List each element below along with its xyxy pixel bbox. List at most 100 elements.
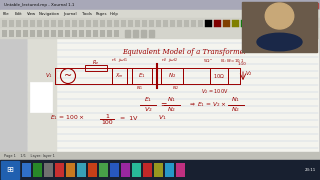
Bar — [142, 20, 147, 27]
Bar — [93, 20, 98, 27]
Bar — [99, 163, 108, 177]
Text: $N_2$: $N_2$ — [172, 84, 179, 92]
Bar — [55, 163, 64, 177]
Bar — [65, 30, 70, 37]
Ellipse shape — [265, 3, 294, 29]
Bar — [0, 160, 320, 180]
Text: $N_1$: $N_1$ — [167, 96, 177, 104]
Bar — [28, 38, 318, 152]
Text: Navigation: Navigation — [38, 12, 60, 16]
Text: Tools: Tools — [82, 12, 92, 16]
Bar — [44, 163, 53, 177]
Text: $R_e$: $R_e$ — [92, 58, 100, 68]
Text: 1:10: 1:10 — [238, 62, 246, 66]
Bar — [110, 163, 119, 177]
Text: $n_1$  $j\omega l_1$: $n_1$ $j\omega l_1$ — [111, 56, 129, 64]
Bar — [223, 20, 230, 27]
Text: $E_1$: $E_1$ — [138, 71, 146, 80]
Text: 5$\Omega$": 5$\Omega$" — [203, 57, 213, 64]
Text: 23:11: 23:11 — [304, 168, 316, 172]
Bar — [242, 2, 317, 52]
Bar — [268, 20, 275, 27]
Text: Untable_lectured.mp - Xournal 1.1: Untable_lectured.mp - Xournal 1.1 — [4, 3, 74, 7]
Bar — [0, 0, 320, 10]
Text: $V_1$: $V_1$ — [45, 71, 53, 80]
Text: $V_2$: $V_2$ — [245, 69, 252, 78]
Bar — [163, 20, 168, 27]
Text: $V_1$: $V_1$ — [158, 114, 167, 122]
Bar — [177, 20, 182, 27]
Text: ~: ~ — [64, 71, 72, 81]
Text: $E_1$: $E_1$ — [144, 96, 152, 104]
Bar — [304, 20, 311, 27]
Bar — [100, 20, 105, 27]
Bar — [9, 20, 14, 27]
Bar — [86, 20, 91, 27]
Text: =  1V: = 1V — [120, 116, 137, 120]
Bar — [132, 163, 141, 177]
Bar — [107, 20, 112, 27]
Bar — [0, 18, 320, 28]
Bar — [28, 38, 56, 152]
Bar — [165, 163, 174, 177]
Bar — [88, 163, 97, 177]
Text: $V_2$ = 100V: $V_2$ = 100V — [201, 87, 229, 96]
Bar — [51, 20, 56, 27]
Bar — [30, 30, 35, 37]
Text: Journal: Journal — [63, 12, 77, 16]
Text: Page 1    1/1    Layer: layer 1: Page 1 1/1 Layer: layer 1 — [4, 154, 55, 158]
Text: $N_2$: $N_2$ — [167, 105, 177, 114]
Bar — [93, 30, 98, 37]
Bar — [310, 3, 318, 8]
Bar — [154, 163, 163, 177]
Bar — [2, 30, 7, 37]
Text: 100: 100 — [101, 120, 113, 125]
Text: File: File — [3, 12, 10, 16]
Text: $X_m$: $X_m$ — [115, 71, 124, 80]
Text: $\Rightarrow$ $E_1$ = $V_2$ ×: $\Rightarrow$ $E_1$ = $V_2$ × — [188, 100, 227, 109]
Bar — [37, 30, 42, 37]
Text: =: = — [160, 100, 166, 109]
Bar — [0, 152, 320, 160]
Bar — [290, 3, 298, 8]
Bar — [250, 20, 257, 27]
Bar — [44, 20, 49, 27]
Bar — [30, 82, 52, 112]
Bar — [141, 30, 146, 37]
Text: 10$\Omega$: 10$\Omega$ — [213, 72, 225, 80]
Bar — [149, 30, 154, 37]
Bar — [22, 163, 31, 177]
Bar — [9, 30, 14, 37]
Bar — [114, 30, 119, 37]
Bar — [112, 68, 127, 84]
Text: $N_1$:$N_2$=10:1: $N_1$:$N_2$=10:1 — [220, 57, 244, 65]
Bar — [44, 30, 49, 37]
Bar — [23, 30, 28, 37]
Bar — [23, 20, 28, 27]
Bar — [259, 20, 266, 27]
Bar — [125, 30, 130, 37]
Bar — [51, 30, 56, 37]
Bar — [77, 163, 86, 177]
Bar — [58, 30, 63, 37]
Text: Pages: Pages — [96, 12, 107, 16]
Bar — [16, 20, 21, 27]
Bar — [0, 10, 320, 18]
Text: $N_2$: $N_2$ — [168, 71, 176, 80]
Bar — [295, 20, 302, 27]
Text: $N_1$: $N_1$ — [231, 96, 241, 104]
Bar — [135, 20, 140, 27]
Bar — [232, 20, 239, 27]
Bar — [133, 30, 138, 37]
Bar — [176, 163, 185, 177]
Bar — [107, 30, 112, 37]
Bar — [1, 161, 19, 179]
Bar — [132, 68, 152, 84]
Bar — [86, 30, 91, 37]
Bar — [33, 163, 42, 177]
Bar — [286, 20, 293, 27]
Bar — [128, 20, 133, 27]
Bar — [2, 20, 7, 27]
Bar — [205, 20, 212, 27]
Bar — [149, 20, 154, 27]
